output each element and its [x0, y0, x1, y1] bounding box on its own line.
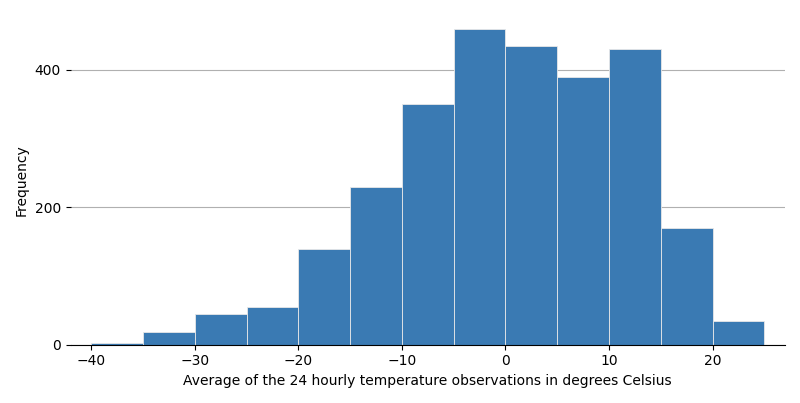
Bar: [506, 46, 557, 345]
Bar: [713, 321, 764, 345]
Y-axis label: Frequency: Frequency: [15, 144, 29, 216]
Bar: [557, 77, 609, 345]
Bar: [609, 49, 661, 345]
X-axis label: Average of the 24 hourly temperature observations in degrees Celsius: Average of the 24 hourly temperature obs…: [183, 374, 672, 388]
Bar: [661, 228, 713, 345]
Bar: [402, 104, 454, 345]
Bar: [91, 343, 143, 345]
Bar: [194, 314, 246, 345]
Bar: [246, 307, 298, 345]
Bar: [143, 332, 194, 345]
Bar: [350, 187, 402, 345]
Bar: [298, 249, 350, 345]
Bar: [454, 29, 506, 345]
